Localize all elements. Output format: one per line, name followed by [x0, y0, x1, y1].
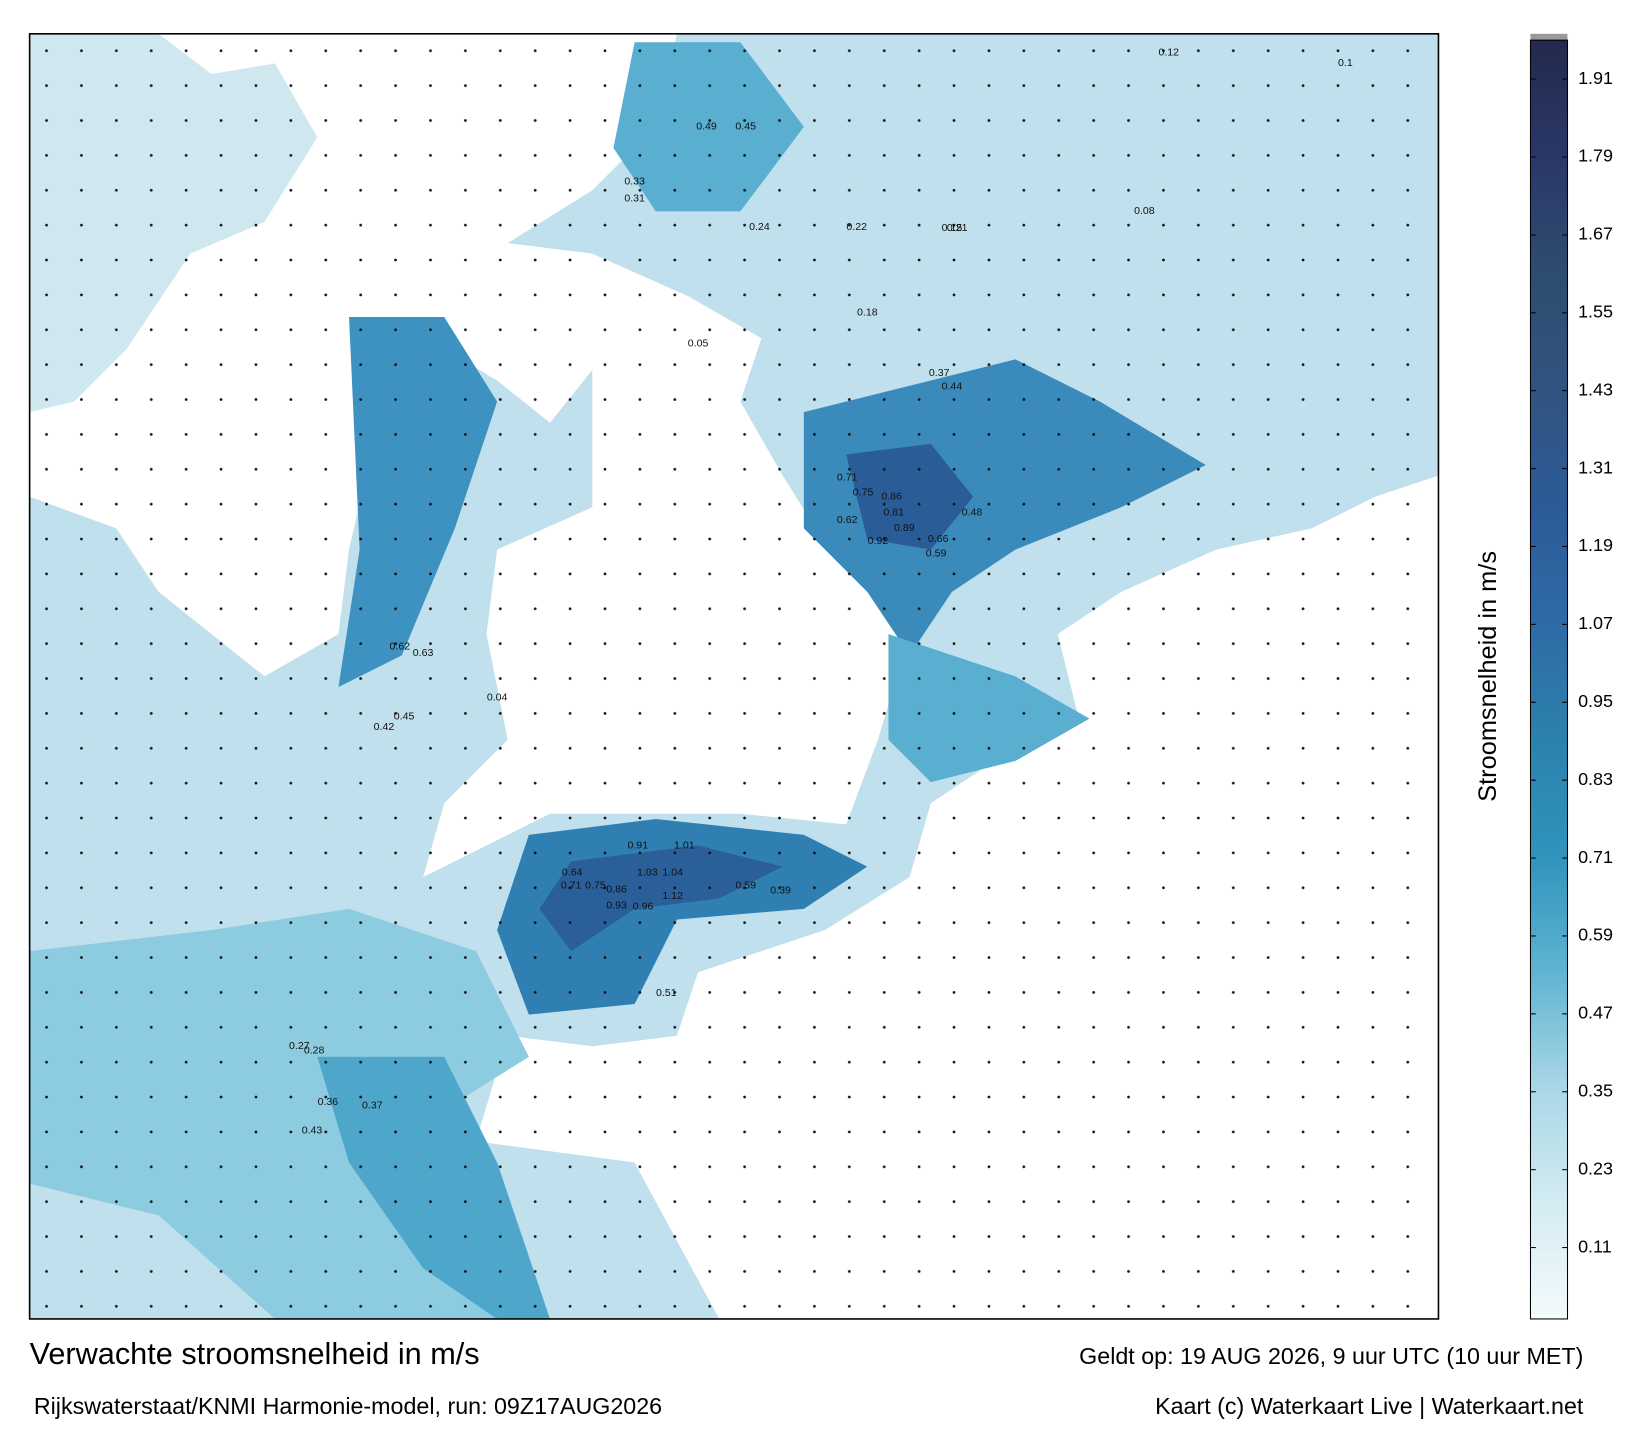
colorbar-tick-label: 1.31: [1578, 457, 1613, 477]
map-value-label: 0.08: [1134, 205, 1155, 217]
map-value-label: 1.03: [637, 867, 658, 879]
map-value-label: 0.91: [628, 839, 649, 851]
colorbar-tick-label: 1.67: [1578, 224, 1613, 244]
colorbar-label: Stroomsnelheid in m/s: [1474, 551, 1502, 802]
colorbar-tick-label: 1.91: [1578, 68, 1613, 88]
map-value-label: 0.96: [633, 901, 654, 913]
map-value-label: 0.75: [853, 486, 874, 498]
map-value-label: 0.45: [735, 121, 756, 133]
map-value-label: 0.27: [289, 1040, 310, 1052]
map-value-label: 0.05: [688, 337, 709, 349]
colorbar-tick-label: 0.59: [1578, 925, 1613, 945]
colorbar-tick-label: 1.55: [1578, 302, 1613, 322]
map-value-label: 0.92: [868, 535, 889, 547]
colorbar-fill: [1529, 39, 1569, 1320]
map-value-label: 0.21: [947, 222, 968, 234]
map-value-label: 1.01: [674, 839, 695, 851]
subtitle: Rijkswaterstaat/KNMI Harmonie-model, run…: [34, 1393, 662, 1419]
map-value-label: 0.37: [929, 367, 950, 379]
map-value-label: 0.48: [962, 506, 983, 518]
map: [28, 33, 1440, 1320]
map-value-label: 0.43: [302, 1125, 323, 1137]
map-value-label: 0.1: [1338, 57, 1353, 69]
map-value-label: 0.49: [696, 121, 717, 133]
map-value-label: 0.86: [881, 491, 902, 503]
colorbar: 0.11 0.23 0.35 0.47 0.59 0.71 0.83 0.95 1.07 1.19…: [1529, 33, 1613, 1320]
colorbar-tick-label: 1.19: [1578, 535, 1613, 555]
map-value-label: 0.89: [894, 522, 915, 534]
colorbar-tick-label: 0.83: [1578, 769, 1613, 789]
valid-time: Geldt op: 19 AUG 2026, 9 uur UTC (10 uur…: [1079, 1343, 1583, 1369]
colorbar-tick-label: 0.23: [1578, 1158, 1613, 1178]
map-value-label: 1.04: [662, 867, 683, 879]
map-value-label: 0.12: [1158, 47, 1179, 59]
map-value-label: 0.66: [928, 533, 949, 545]
title: Verwachte stroomsnelheid in m/s: [30, 1337, 480, 1371]
map-value-label: 0.24: [749, 221, 770, 233]
map-value-label: 0.93: [606, 900, 627, 912]
colorbar-tick-label: 0.95: [1578, 691, 1613, 711]
colorbar-tick-label: 1.07: [1578, 613, 1613, 633]
map-value-label: 0.64: [562, 867, 583, 879]
map-value-label: 0.33: [624, 176, 645, 188]
map-value-label: 0.44: [942, 381, 963, 393]
map-value-label: 0.18: [857, 307, 878, 319]
colorbar-tick-label: 0.11: [1578, 1236, 1612, 1256]
colorbar-tick-label: 1.79: [1578, 146, 1613, 166]
map-value-label: 0.28: [304, 1044, 325, 1056]
map-value-label: 0.75: [585, 879, 606, 891]
map-value-label: 0.86: [606, 884, 627, 896]
map-value-label: 0.59: [926, 548, 947, 560]
map-value-label: 0.39: [770, 885, 791, 897]
map-value-label: 0.71: [561, 879, 582, 891]
map-value-label: 0.62: [390, 641, 411, 653]
map-value-label: 0.42: [374, 721, 395, 733]
colorbar-tick-label: 0.71: [1578, 847, 1613, 867]
map-value-label: 0.36: [318, 1096, 339, 1108]
map-value-label: 0.31: [624, 192, 645, 204]
map-labels: 1.03 1.041.121.010.910.960.930.860.750.71…: [289, 47, 1353, 1137]
colorbar-tick-label: 0.47: [1578, 1003, 1613, 1023]
colorbar-tick-label: 0.35: [1578, 1081, 1613, 1101]
map-value-label: 0.81: [883, 506, 904, 518]
map-value-label: 0.04: [487, 691, 508, 703]
map-value-label: 1.12: [662, 890, 683, 902]
map-value-label: 0.37: [362, 1099, 383, 1111]
map-value-label: 0.22: [846, 221, 867, 233]
credit: Kaart (c) Waterkaart Live | Waterkaart.n…: [1155, 1393, 1584, 1419]
map-value-label: 0.51: [656, 987, 677, 999]
map-value-label: 0.15: [942, 222, 963, 234]
map-value-label: 0.45: [394, 710, 415, 722]
map-value-label: 0.71: [837, 471, 858, 483]
map-value-label: 0.59: [735, 879, 756, 891]
colorbar-tick-label: 1.43: [1578, 379, 1613, 399]
map-value-label: 0.63: [413, 647, 434, 659]
map-value-label: 0.62: [837, 514, 858, 526]
